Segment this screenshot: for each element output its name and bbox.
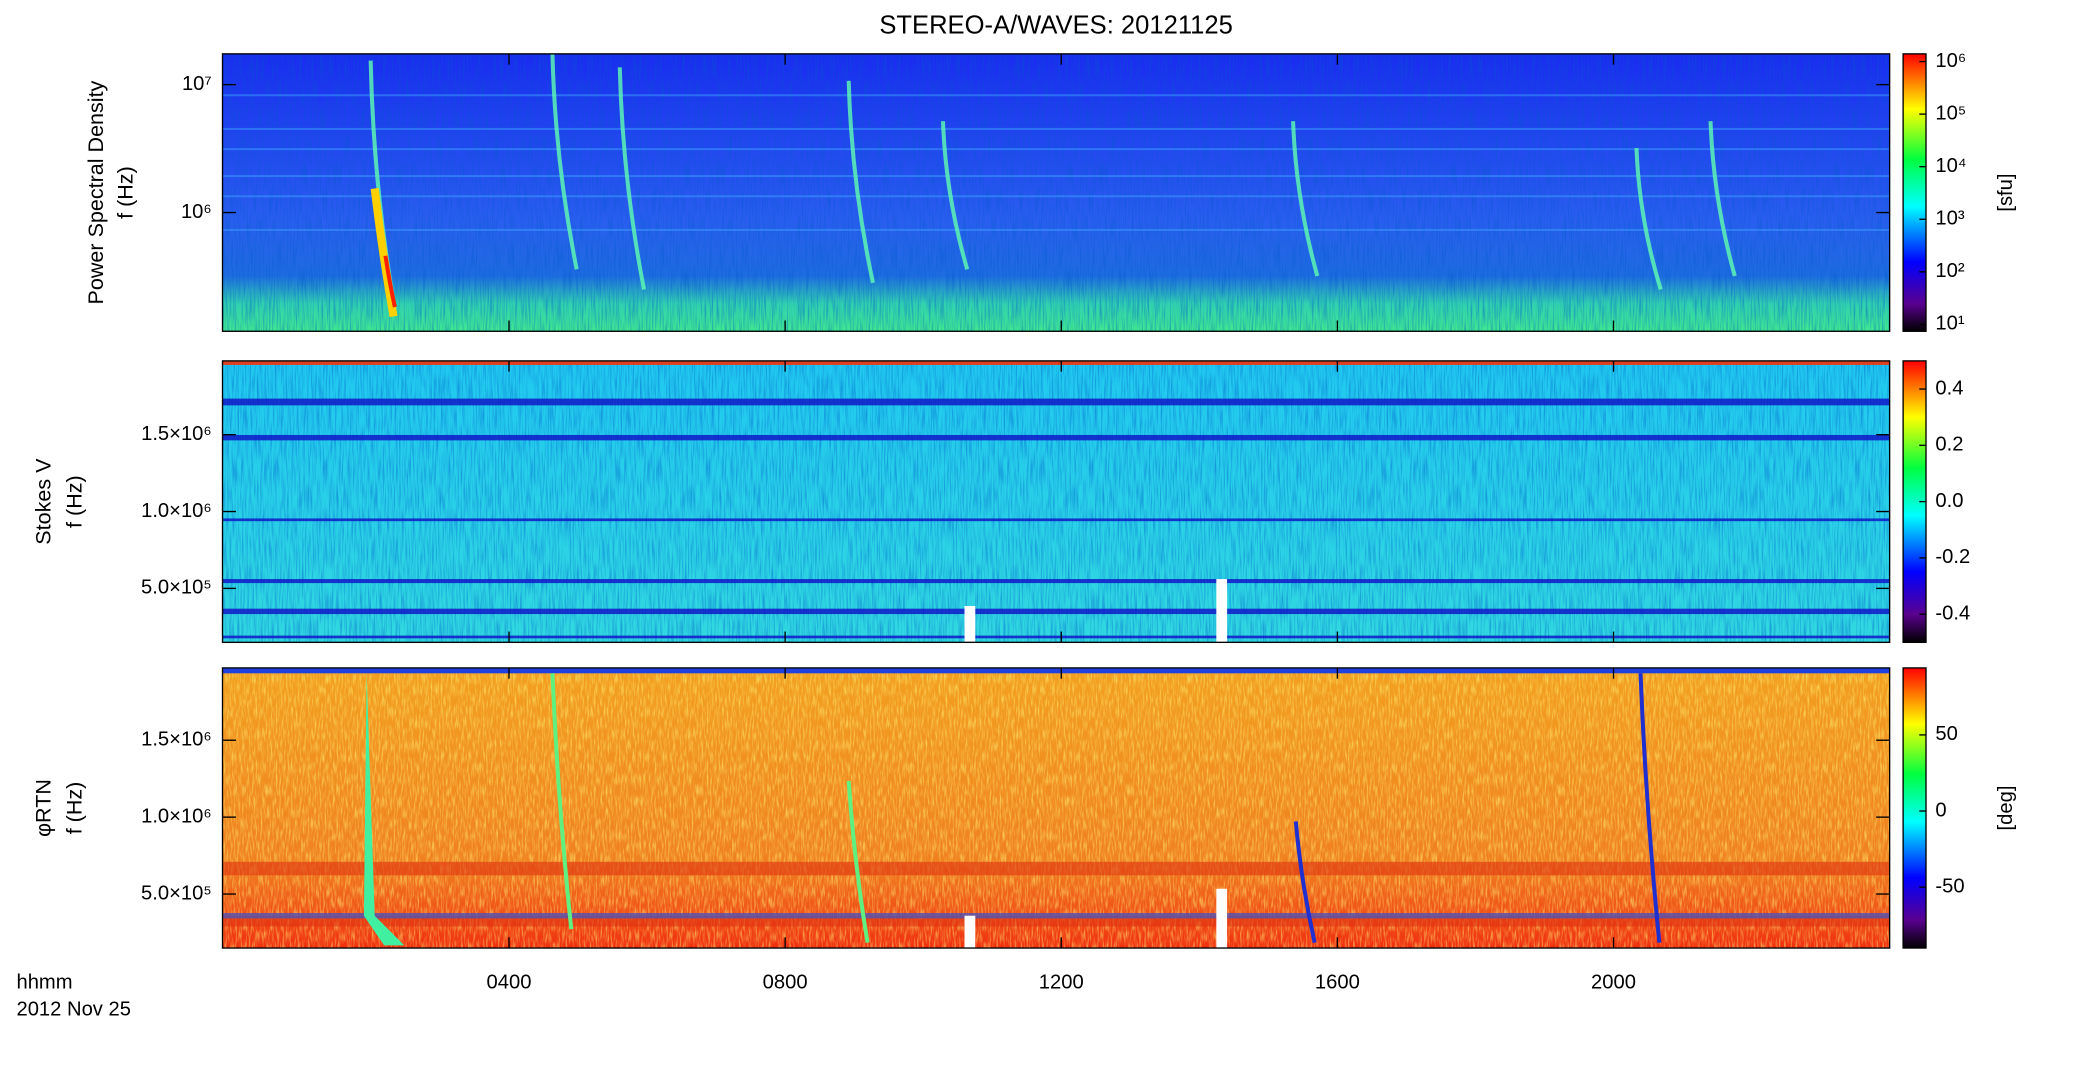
colorbar-tick-label: -50 <box>1935 875 1964 897</box>
y-axis-label: f (Hz) <box>114 166 138 219</box>
band <box>222 861 1890 876</box>
y-axis-label: Stokes V <box>31 458 55 545</box>
colorbar <box>1902 667 1927 949</box>
colorbar-tick-label: 10⁵ <box>1935 102 1966 124</box>
burst <box>1291 121 1320 277</box>
band <box>222 915 1890 927</box>
band <box>222 608 1890 615</box>
band <box>222 228 1890 231</box>
y-tick-label: 10⁷ <box>182 73 212 95</box>
x-tick-label: 1200 <box>1039 971 1084 993</box>
spectrogram <box>222 53 1890 332</box>
x-axis-label: hhmm <box>16 971 72 993</box>
band <box>222 635 1890 639</box>
burst <box>550 673 574 930</box>
colorbar-tick-label: 0 <box>1935 799 1946 821</box>
colorbar-tick-label: -0.4 <box>1935 603 1970 625</box>
y-tick-label: 5.0×10⁵ <box>141 577 212 599</box>
burst <box>383 255 397 308</box>
colorbar-tick-label: 0.4 <box>1935 377 1963 399</box>
band <box>222 398 1890 406</box>
x-tick-label: 2000 <box>1591 971 1636 993</box>
band <box>222 434 1890 441</box>
chart-title: STEREO-A/WAVES: 20121125 <box>879 12 1233 40</box>
burst <box>1708 121 1737 277</box>
burst <box>846 80 875 284</box>
band <box>222 175 1890 178</box>
spectrogram-texture <box>222 360 1890 643</box>
burst <box>1634 148 1663 291</box>
burst <box>550 53 579 270</box>
burst <box>617 67 646 290</box>
x-tick-label: 0400 <box>487 971 532 993</box>
plot-frame <box>221 53 1891 332</box>
colorbar <box>1902 53 1927 332</box>
gap <box>1216 888 1228 949</box>
y-tick-label: 1.0×10⁶ <box>141 500 212 522</box>
colorbar-tick-label: 0.0 <box>1935 490 1963 512</box>
burst <box>846 780 870 943</box>
band <box>222 94 1890 97</box>
band <box>222 195 1890 198</box>
y-tick-label: 1.5×10⁶ <box>141 729 212 751</box>
band <box>222 579 1890 584</box>
spectrogram <box>222 360 1890 643</box>
plot-frame <box>221 667 1891 949</box>
burst <box>370 188 398 318</box>
band <box>222 148 1890 151</box>
y-axis-label: Power Spectral Density <box>84 80 108 304</box>
y-axis-label: f (Hz) <box>62 782 86 835</box>
colorbar-tick-label: 10³ <box>1935 208 1964 230</box>
gap <box>1216 579 1228 643</box>
burst <box>1293 821 1317 944</box>
spectrogram <box>222 667 1890 949</box>
colorbar-tick-label: 0.2 <box>1935 434 1963 456</box>
colorbar-tick-label: 10² <box>1935 260 1964 282</box>
band <box>222 518 1890 522</box>
burst <box>1638 673 1662 943</box>
band <box>222 127 1890 130</box>
spectrogram-texture <box>222 53 1890 332</box>
spectrogram-texture <box>222 667 1890 949</box>
burst <box>363 673 405 946</box>
y-axis-label: f (Hz) <box>62 475 86 528</box>
colorbar-tick-label: 10¹ <box>1935 313 1964 335</box>
y-tick-label: 1.5×10⁶ <box>141 423 212 445</box>
y-tick-label: 5.0×10⁵ <box>141 882 212 904</box>
colorbar-tick-label: 50 <box>1935 723 1957 745</box>
x-axis-date: 2012 Nov 25 <box>16 998 130 1020</box>
band <box>222 913 1890 919</box>
x-tick-label: 0800 <box>763 971 808 993</box>
colorbar-tick-label: 10⁶ <box>1935 50 1966 72</box>
y-axis-label: φRTN <box>31 779 55 837</box>
x-tick-label: 1600 <box>1315 971 1360 993</box>
y-tick-label: 1.0×10⁶ <box>141 805 212 827</box>
gap <box>964 915 976 949</box>
colorbar-label: [deg] <box>1995 786 2017 831</box>
colorbar-tick-label: 10⁴ <box>1935 155 1966 177</box>
gap <box>964 605 976 643</box>
edge <box>222 360 1890 365</box>
burst <box>940 121 970 270</box>
colorbar-label: [sfu] <box>1995 173 2017 211</box>
colorbar-tick-label: -0.2 <box>1935 546 1970 568</box>
y-tick-label: 10⁶ <box>181 201 212 223</box>
edge <box>222 667 1890 674</box>
plot-frame <box>221 360 1891 644</box>
